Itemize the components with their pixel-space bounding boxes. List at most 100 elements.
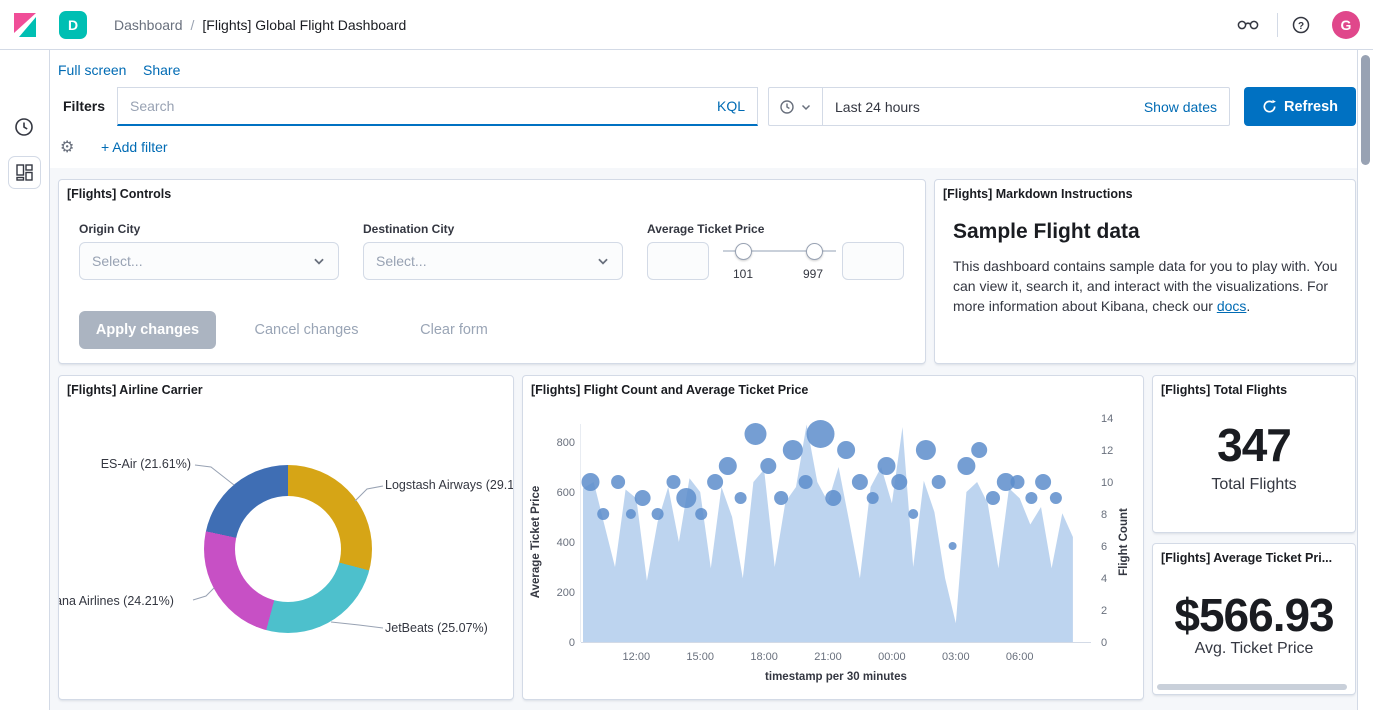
avg-ticket-price-label: Avg. Ticket Price bbox=[1194, 640, 1314, 657]
svg-text:200: 200 bbox=[557, 587, 575, 599]
ticket-price-label: Average Ticket Price bbox=[647, 222, 765, 236]
svg-text:400: 400 bbox=[557, 537, 575, 549]
svg-text:?: ? bbox=[1298, 21, 1304, 32]
panel-markdown: [Flights] Markdown Instructions Sample F… bbox=[934, 179, 1356, 364]
breadcrumb: Dashboard / [Flights] Global Flight Dash… bbox=[114, 0, 406, 50]
svg-text:8: 8 bbox=[1101, 509, 1107, 521]
donut-chart[interactable] bbox=[204, 465, 372, 633]
pie-label-logstash: Logstash Airways (29.11%) bbox=[385, 478, 514, 492]
breadcrumb-separator: / bbox=[190, 17, 195, 33]
full-screen-link[interactable]: Full screen bbox=[58, 62, 127, 78]
svg-text:14: 14 bbox=[1101, 413, 1113, 425]
price-range-handle-min[interactable] bbox=[735, 243, 752, 260]
price-max-input[interactable] bbox=[842, 242, 904, 280]
origin-city-label: Origin City bbox=[79, 222, 141, 236]
horizontal-scrollbar-thumb[interactable] bbox=[1157, 684, 1347, 690]
cancel-changes-button[interactable]: Cancel changes bbox=[239, 311, 374, 349]
left-nav-rail bbox=[0, 50, 50, 710]
recently-viewed-clock-icon[interactable] bbox=[13, 116, 35, 141]
panel-title: [Flights] Airline Carrier bbox=[67, 383, 203, 397]
svg-text:2: 2 bbox=[1101, 605, 1107, 617]
svg-text:06:00: 06:00 bbox=[1006, 651, 1034, 663]
svg-text:12:00: 12:00 bbox=[623, 651, 651, 663]
svg-text:18:00: 18:00 bbox=[750, 651, 778, 663]
svg-text:15:00: 15:00 bbox=[686, 651, 714, 663]
panel-title: [Flights] Total Flights bbox=[1161, 383, 1288, 397]
docs-link[interactable]: docs bbox=[1216, 298, 1247, 314]
price-min-input[interactable] bbox=[647, 242, 709, 280]
space-avatar[interactable]: D bbox=[59, 11, 87, 39]
kibana-logo[interactable] bbox=[12, 12, 38, 41]
share-link[interactable]: Share bbox=[143, 62, 181, 78]
svg-text:00:00: 00:00 bbox=[878, 651, 906, 663]
price-min-value: 101 bbox=[732, 267, 754, 281]
svg-text:0: 0 bbox=[569, 637, 575, 649]
panel-title: [Flights] Controls bbox=[67, 187, 172, 201]
top-header: D Dashboard / [Flights] Global Flight Da… bbox=[0, 0, 1373, 50]
price-max-value: 997 bbox=[802, 267, 824, 281]
refresh-icon bbox=[1263, 99, 1276, 113]
page-scrollbar-track bbox=[1357, 50, 1373, 710]
add-filter-link[interactable]: + Add filter bbox=[101, 139, 168, 155]
svg-text:4: 4 bbox=[1101, 573, 1107, 585]
breadcrumb-dashboard-link[interactable]: Dashboard bbox=[114, 17, 183, 33]
page-scrollbar-thumb[interactable] bbox=[1361, 55, 1370, 165]
clear-form-button[interactable]: Clear form bbox=[404, 311, 504, 349]
breadcrumb-current: [Flights] Global Flight Dashboard bbox=[202, 17, 407, 33]
panel-avg-ticket-price: [Flights] Average Ticket Pri... $566.93 … bbox=[1152, 543, 1356, 695]
time-picker: Last 24 hours Show dates bbox=[768, 87, 1230, 126]
chevron-down-icon bbox=[314, 258, 324, 265]
price-range-handle-max[interactable] bbox=[806, 243, 823, 260]
svg-text:0: 0 bbox=[1101, 637, 1107, 649]
refresh-label: Refresh bbox=[1284, 98, 1338, 115]
svg-text:6: 6 bbox=[1101, 541, 1107, 553]
panel-title: [Flights] Average Ticket Pri... bbox=[1161, 551, 1333, 565]
query-bar: KQL bbox=[117, 87, 758, 126]
panel-flight-count: [Flights] Flight Count and Average Ticke… bbox=[522, 375, 1144, 700]
svg-text:03:00: 03:00 bbox=[942, 651, 970, 663]
donut-hole bbox=[235, 496, 341, 602]
svg-text:800: 800 bbox=[557, 437, 575, 449]
chevron-down-icon bbox=[801, 104, 811, 110]
origin-city-select[interactable]: Select... bbox=[79, 242, 339, 280]
user-avatar[interactable]: G bbox=[1332, 11, 1360, 39]
kibana-logo-icon bbox=[14, 13, 36, 37]
destination-city-label: Destination City bbox=[363, 222, 455, 236]
kql-button[interactable]: KQL bbox=[716, 98, 745, 114]
panel-title: [Flights] Flight Count and Average Ticke… bbox=[531, 383, 809, 397]
svg-text:Flight Count: Flight Count bbox=[1118, 508, 1130, 576]
pie-label-es-air: ES-Air (21.61%) bbox=[100, 457, 191, 471]
panel-controls: [Flights] Controls Origin City Select...… bbox=[58, 179, 926, 364]
svg-text:timestamp per 30 minutes: timestamp per 30 minutes bbox=[765, 671, 907, 683]
search-input[interactable] bbox=[118, 98, 705, 114]
markdown-paragraph: This dashboard contains sample data for … bbox=[953, 258, 1338, 314]
dashboard-app-icon[interactable] bbox=[8, 156, 41, 189]
glasses-icon[interactable] bbox=[1236, 15, 1260, 38]
flight-timeseries-chart[interactable]: 0 200 400 600 800 0 2 4 6 8 10 12 14 12:00 15:00 18:00 2… bbox=[523, 394, 1143, 694]
svg-text:12: 12 bbox=[1101, 445, 1113, 457]
price-range-track[interactable] bbox=[723, 250, 836, 252]
quick-select-button[interactable] bbox=[769, 88, 823, 125]
destination-city-select[interactable]: Select... bbox=[363, 242, 623, 280]
markdown-heading: Sample Flight data bbox=[953, 220, 1140, 243]
svg-text:600: 600 bbox=[557, 487, 575, 499]
pie-label-kibana-airlines: Kibana Airlines (24.21%) bbox=[59, 594, 174, 608]
chevron-down-icon bbox=[598, 258, 608, 265]
avg-ticket-price-value: $566.93 bbox=[1174, 589, 1334, 641]
panel-airline-carrier: [Flights] Airline Carrier ES-Air (21.61%… bbox=[58, 375, 514, 700]
filter-gear-icon[interactable]: ⚙ bbox=[60, 139, 75, 156]
refresh-button[interactable]: Refresh bbox=[1244, 87, 1356, 126]
svg-text:10: 10 bbox=[1101, 477, 1113, 489]
clock-icon bbox=[780, 99, 794, 114]
apply-changes-button[interactable]: Apply changes bbox=[79, 311, 216, 349]
svg-text:Average Ticket Price: Average Ticket Price bbox=[530, 486, 542, 599]
time-range-display[interactable]: Last 24 hours bbox=[835, 98, 920, 115]
show-dates-button[interactable]: Show dates bbox=[1143, 98, 1217, 115]
help-icon[interactable]: ? bbox=[1291, 15, 1311, 38]
pie-label-jetbeats: JetBeats (25.07%) bbox=[385, 621, 488, 635]
filters-button[interactable]: Filters bbox=[63, 98, 106, 114]
panel-total-flights: [Flights] Total Flights 347 Total Flight… bbox=[1152, 375, 1356, 533]
total-flights-value: 347 bbox=[1217, 419, 1292, 471]
svg-text:21:00: 21:00 bbox=[814, 651, 842, 663]
